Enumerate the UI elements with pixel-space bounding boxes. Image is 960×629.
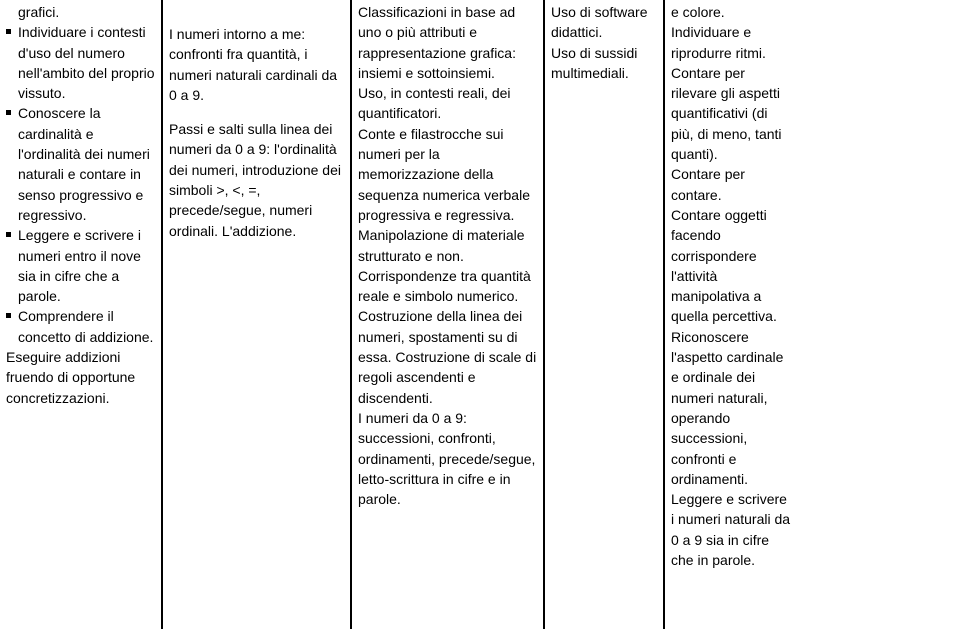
paragraph: Conte e filastrocche sui numeri per la m… (358, 124, 537, 225)
col1-list: grafici. Individuare i contesti d'uso de… (6, 2, 155, 408)
text: grafici. (18, 4, 59, 20)
text: Leggere e scrivere i numeri entro il nov… (18, 227, 141, 304)
cell-col3: Classificazioni in base ad uno o più att… (351, 0, 544, 629)
paragraph: Uso di sussidi multimediali. (551, 43, 657, 84)
cell-col1: grafici. Individuare i contesti d'uso de… (0, 0, 162, 629)
paragraph: Leggere e scrivere i numeri naturali da … (671, 489, 793, 570)
list-item: grafici. (6, 2, 155, 22)
list-item: Comprendere il concetto di addizione. (6, 306, 155, 347)
paragraph: I numeri intorno a me: confronti fra qua… (169, 24, 344, 105)
paragraph: Classificazioni in base ad uno o più att… (358, 2, 537, 83)
paragraph: Contare per rilevare gli aspetti quantif… (671, 63, 793, 164)
cell-col5: e colore. Individuare e riprodurre ritmi… (664, 0, 799, 629)
paragraph: Costruzione della linea dei numeri, spos… (358, 306, 537, 407)
text: Comprendere il concetto di addizione. (18, 308, 153, 344)
list-item: Individuare i contesti d'uso del numero … (6, 22, 155, 103)
paragraph: Manipolazione di materiale strutturato e… (358, 225, 537, 306)
paragraph: I numeri da 0 a 9: successioni, confront… (358, 408, 537, 509)
paragraph: Uso di software didattici. (551, 2, 657, 43)
list-item: Eseguire addizioni fruendo di opportune … (0, 347, 155, 408)
text: Conoscere la cardinalità e l'ordinalità … (18, 105, 150, 222)
paragraph: Individuare e riprodurre ritmi. (671, 22, 793, 63)
cell-col2: I numeri intorno a me: confronti fra qua… (162, 0, 351, 629)
paragraph: Contare per contare. (671, 164, 793, 205)
cell-col4: Uso di software didattici. Uso di sussid… (544, 0, 664, 629)
list-item: Leggere e scrivere i numeri entro il nov… (6, 225, 155, 306)
paragraph: e colore. (671, 2, 793, 22)
paragraph: Passi e salti sulla linea dei numeri da … (169, 119, 344, 241)
list-item: Conoscere la cardinalità e l'ordinalità … (6, 103, 155, 225)
text: Individuare i contesti d'uso del numero … (18, 24, 155, 101)
paragraph: Contare oggetti facendo corrispondere l'… (671, 205, 793, 327)
paragraph: Uso, in contesti reali, dei quantificato… (358, 83, 537, 124)
table-grid: grafici. Individuare i contesti d'uso de… (0, 0, 960, 629)
text: Eseguire addizioni fruendo di opportune … (6, 349, 135, 406)
paragraph: Riconoscere l'aspetto cardinale e ordina… (671, 327, 793, 489)
